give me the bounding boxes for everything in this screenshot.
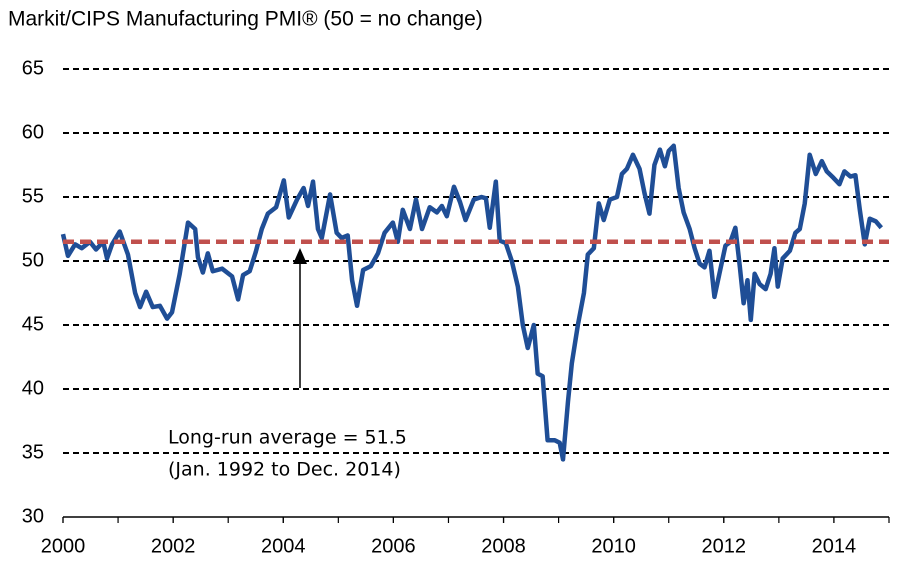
y-tick-label: 50 (22, 249, 44, 271)
x-tick-label: 2012 (702, 535, 747, 557)
x-tick-label: 2006 (371, 535, 416, 557)
y-tick-label: 55 (22, 185, 44, 207)
x-tick-label: 2014 (812, 535, 857, 557)
y-tick-label: 45 (22, 313, 44, 335)
chart-title: Markit/CIPS Manufacturing PMI® (50 = no … (8, 8, 483, 31)
x-tick-label: 2008 (481, 535, 526, 557)
series-line (60, 143, 883, 462)
y-tick-label: 60 (22, 121, 44, 143)
annotation: Long-run average = 51.5 (168, 427, 407, 449)
y-tick-label: 65 (22, 57, 44, 79)
x-tick-label: 2010 (591, 535, 636, 557)
annotation: (Jan. 1992 to Dec. 2014) (168, 459, 401, 481)
y-tick-label: 40 (22, 377, 44, 399)
y-tick-label: 35 (22, 441, 44, 463)
y-tick-label: 30 (22, 505, 44, 527)
x-tick-label: 2000 (41, 535, 86, 557)
x-tick-label: 2002 (151, 535, 196, 557)
x-tick-label: 2004 (261, 535, 306, 557)
